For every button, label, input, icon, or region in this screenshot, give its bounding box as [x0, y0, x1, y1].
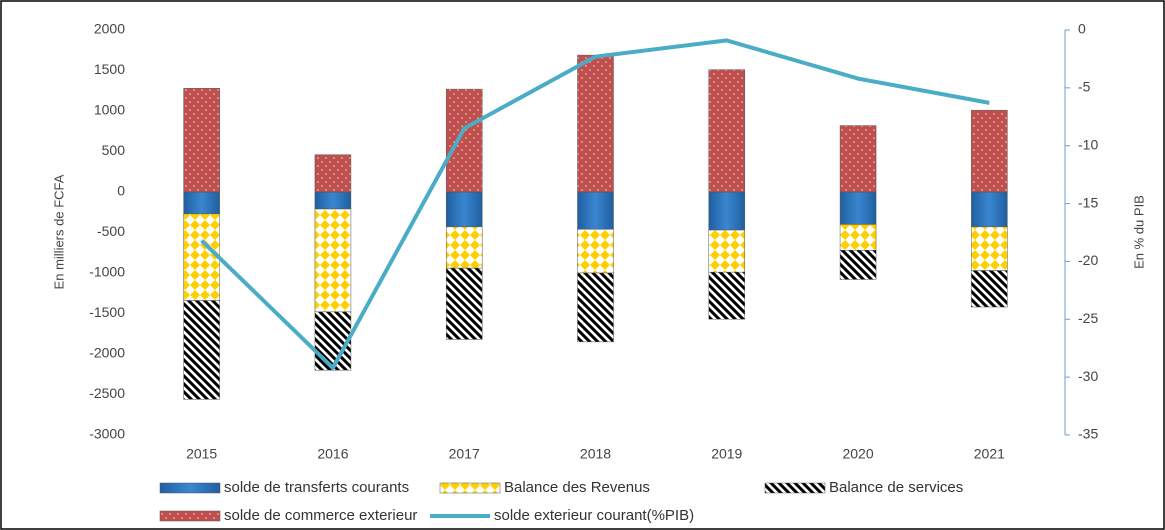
y2-tick-label: -15: [1078, 194, 1098, 210]
x-tick-label: 2017: [449, 446, 480, 462]
y2-axis-label: En % du PIB: [1131, 195, 1146, 269]
legend-swatch: [159, 482, 221, 494]
bar-segment: [577, 54, 614, 193]
x-tick-label: 2016: [317, 446, 348, 462]
x-tick-label: 2020: [842, 446, 873, 462]
bar-segment: [708, 191, 746, 231]
y-tick-label: -500: [97, 223, 125, 239]
y2-tick-label: -20: [1078, 252, 1098, 268]
line-series: [200, 38, 990, 370]
legend-label: Balance des Revenus: [504, 479, 650, 496]
bar-segment: [183, 213, 220, 301]
y-tick-label: -1000: [89, 264, 125, 280]
bar-segment: [708, 229, 746, 273]
y-tick-label: 2000: [94, 21, 125, 37]
bar-segment: [445, 267, 483, 340]
bar-segment: [971, 226, 1008, 271]
x-tick-label: 2018: [580, 446, 611, 462]
bar-segment: [839, 224, 877, 251]
bar-segment: [708, 271, 746, 320]
bar-segment: [314, 208, 352, 313]
y2-tick-label: -35: [1078, 426, 1098, 442]
y-tick-label: 0: [117, 183, 125, 199]
bar-segment: [971, 109, 1008, 193]
y2-tick-label: -25: [1078, 310, 1098, 326]
y-tick-label: -3000: [89, 426, 125, 442]
bar-segment: [183, 88, 220, 193]
bar-segment: [445, 191, 483, 228]
bar-segment: [314, 191, 352, 210]
legend-swatch: [439, 482, 501, 494]
y2-tick-label: -10: [1078, 136, 1098, 152]
legend-label: solde de transferts courants: [224, 479, 409, 496]
bar-segment: [971, 191, 1008, 228]
legend-label: solde exterieur courant(%PIB): [494, 507, 694, 524]
bar-segment: [445, 226, 483, 269]
x-tick-label: 2015: [186, 446, 217, 462]
bar-segment: [183, 300, 220, 400]
bar-segment: [183, 191, 220, 215]
legend-label: solde de commerce exterieur: [224, 507, 417, 524]
bar-segment: [577, 191, 614, 230]
y2-tick-label: 0: [1078, 21, 1086, 37]
y-tick-label: 500: [102, 142, 126, 158]
bar-segment: [577, 272, 614, 343]
legend-label: Balance de services: [829, 479, 963, 496]
y-tick-label: -2500: [89, 385, 125, 401]
y-tick-label: -2000: [89, 345, 125, 361]
y-tick-label: 1500: [94, 61, 125, 77]
bar-segment: [577, 229, 614, 274]
y2-tick-label: -30: [1078, 368, 1098, 384]
y-tick-label: -1500: [89, 304, 125, 320]
y-axis-label: En milliers de FCFA: [51, 174, 66, 289]
bar-segment: [839, 250, 877, 280]
bar-segment: [314, 311, 352, 371]
y2-tick-label: -5: [1078, 79, 1091, 95]
bar-segment: [708, 69, 746, 193]
bar-segment: [314, 154, 352, 193]
bar-segment: [971, 270, 1008, 308]
legend-swatch: [764, 482, 826, 494]
x-tick-label: 2021: [974, 446, 1005, 462]
x-tick-label: 2019: [711, 446, 742, 462]
legend-swatch: [159, 510, 221, 522]
bar-segment: [445, 88, 483, 193]
y-tick-label: 1000: [94, 102, 125, 118]
bar-segment: [839, 125, 877, 193]
bar-segment: [839, 191, 877, 225]
